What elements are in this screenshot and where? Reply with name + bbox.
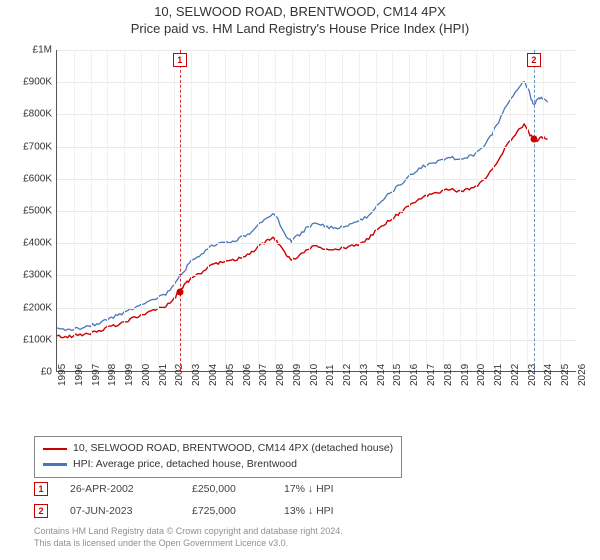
- transaction-delta: 13% ↓ HPI: [284, 505, 374, 517]
- table-row: 1 26-APR-2002 £250,000 17% ↓ HPI: [34, 478, 374, 500]
- y-axis-tick: £800K: [10, 109, 52, 120]
- y-axis-tick: £900K: [10, 77, 52, 88]
- y-axis-tick: £500K: [10, 206, 52, 217]
- legend-swatch-paid: [43, 448, 67, 451]
- footer-attribution: Contains HM Land Registry data © Crown c…: [34, 526, 343, 549]
- transaction-vline: [180, 50, 181, 371]
- y-axis-tick: £400K: [10, 238, 52, 249]
- y-axis-tick: £1M: [10, 45, 52, 56]
- legend-label-paid: 10, SELWOOD ROAD, BRENTWOOD, CM14 4PX (d…: [73, 441, 393, 457]
- legend: 10, SELWOOD ROAD, BRENTWOOD, CM14 4PX (d…: [34, 436, 402, 478]
- transactions-table: 1 26-APR-2002 £250,000 17% ↓ HPI 2 07-JU…: [34, 478, 374, 522]
- transaction-number-box: 2: [527, 53, 541, 67]
- transaction-dot: [176, 288, 183, 295]
- legend-label-hpi: HPI: Average price, detached house, Bren…: [73, 457, 297, 473]
- chart-title-block: 10, SELWOOD ROAD, BRENTWOOD, CM14 4PX Pr…: [0, 0, 600, 36]
- table-row: 2 07-JUN-2023 £725,000 13% ↓ HPI: [34, 500, 374, 522]
- transaction-price: £725,000: [192, 505, 262, 517]
- series-hpi: [57, 82, 548, 331]
- legend-item-hpi: HPI: Average price, detached house, Bren…: [43, 457, 393, 473]
- title-line2: Price paid vs. HM Land Registry's House …: [0, 21, 600, 36]
- transaction-date: 07-JUN-2023: [70, 505, 170, 517]
- footer-line1: Contains HM Land Registry data © Crown c…: [34, 526, 343, 538]
- y-axis-tick: £200K: [10, 302, 52, 313]
- transaction-vline: [534, 50, 535, 371]
- transaction-date: 26-APR-2002: [70, 483, 170, 495]
- chart-container: 1995199619971998199920002001200220032004…: [10, 44, 590, 404]
- y-axis-tick: £600K: [10, 173, 52, 184]
- plot-area: 1995199619971998199920002001200220032004…: [56, 50, 576, 372]
- transaction-delta: 17% ↓ HPI: [284, 483, 374, 495]
- footer-line2: This data is licensed under the Open Gov…: [34, 538, 343, 550]
- transaction-number-box: 1: [173, 53, 187, 67]
- title-line1: 10, SELWOOD ROAD, BRENTWOOD, CM14 4PX: [0, 4, 600, 19]
- legend-swatch-hpi: [43, 463, 67, 466]
- legend-item-paid: 10, SELWOOD ROAD, BRENTWOOD, CM14 4PX (d…: [43, 441, 393, 457]
- transaction-dot: [530, 135, 537, 142]
- y-axis-tick: £0: [10, 367, 52, 378]
- transaction-price: £250,000: [192, 483, 262, 495]
- y-axis-tick: £300K: [10, 270, 52, 281]
- transaction-marker-1: 1: [34, 482, 48, 496]
- y-axis-tick: £100K: [10, 334, 52, 345]
- transaction-marker-2: 2: [34, 504, 48, 518]
- x-axis-tick: 2026: [577, 364, 596, 386]
- y-axis-tick: £700K: [10, 141, 52, 152]
